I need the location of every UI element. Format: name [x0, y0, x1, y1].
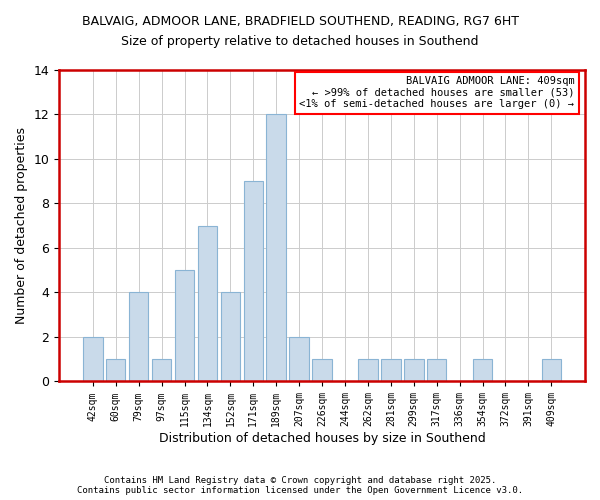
Bar — [106, 359, 125, 382]
Bar — [197, 226, 217, 382]
X-axis label: Distribution of detached houses by size in Southend: Distribution of detached houses by size … — [159, 432, 485, 445]
Bar — [473, 359, 493, 382]
Bar — [381, 359, 401, 382]
Text: BALVAIG ADMOOR LANE: 409sqm
← >99% of detached houses are smaller (53)
<1% of se: BALVAIG ADMOOR LANE: 409sqm ← >99% of de… — [299, 76, 574, 110]
Bar — [244, 181, 263, 382]
Bar — [83, 337, 103, 382]
Bar — [542, 359, 561, 382]
Text: Contains HM Land Registry data © Crown copyright and database right 2025.
Contai: Contains HM Land Registry data © Crown c… — [77, 476, 523, 495]
Bar — [129, 292, 148, 382]
Bar — [404, 359, 424, 382]
Bar — [289, 337, 309, 382]
Text: BALVAIG, ADMOOR LANE, BRADFIELD SOUTHEND, READING, RG7 6HT: BALVAIG, ADMOOR LANE, BRADFIELD SOUTHEND… — [82, 15, 518, 28]
Bar — [221, 292, 240, 382]
Text: Size of property relative to detached houses in Southend: Size of property relative to detached ho… — [121, 35, 479, 48]
Y-axis label: Number of detached properties: Number of detached properties — [15, 127, 28, 324]
Bar — [266, 114, 286, 382]
Bar — [427, 359, 446, 382]
Bar — [175, 270, 194, 382]
Bar — [313, 359, 332, 382]
Bar — [358, 359, 377, 382]
Bar — [152, 359, 172, 382]
